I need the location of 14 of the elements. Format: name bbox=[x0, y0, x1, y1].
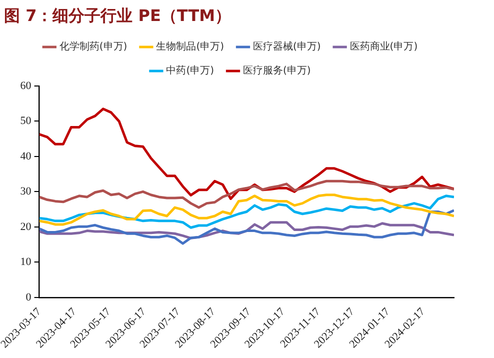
y-tick-label: 10 bbox=[20, 256, 32, 268]
y-tick-label: 30 bbox=[20, 186, 32, 198]
y-tick-label: 40 bbox=[20, 150, 32, 162]
legend-label: 化学制药(申万) bbox=[59, 40, 128, 53]
legend-label: 医疗服务(申万) bbox=[243, 64, 311, 77]
legend-label: 中药(申万) bbox=[166, 64, 214, 77]
chart-title: 图 7：细分子行业 PE（TTM） bbox=[3, 5, 232, 27]
legend-label: 医药商业(申万) bbox=[350, 40, 418, 53]
y-tick-label: 20 bbox=[20, 220, 32, 233]
legend-label: 生物制品(申万) bbox=[156, 40, 224, 53]
legend-label: 医疗器械(申万) bbox=[253, 40, 321, 53]
y-tick-label: 50 bbox=[20, 115, 32, 128]
y-tick-label: 60 bbox=[20, 80, 32, 92]
y-tick-label: 0 bbox=[26, 291, 32, 304]
